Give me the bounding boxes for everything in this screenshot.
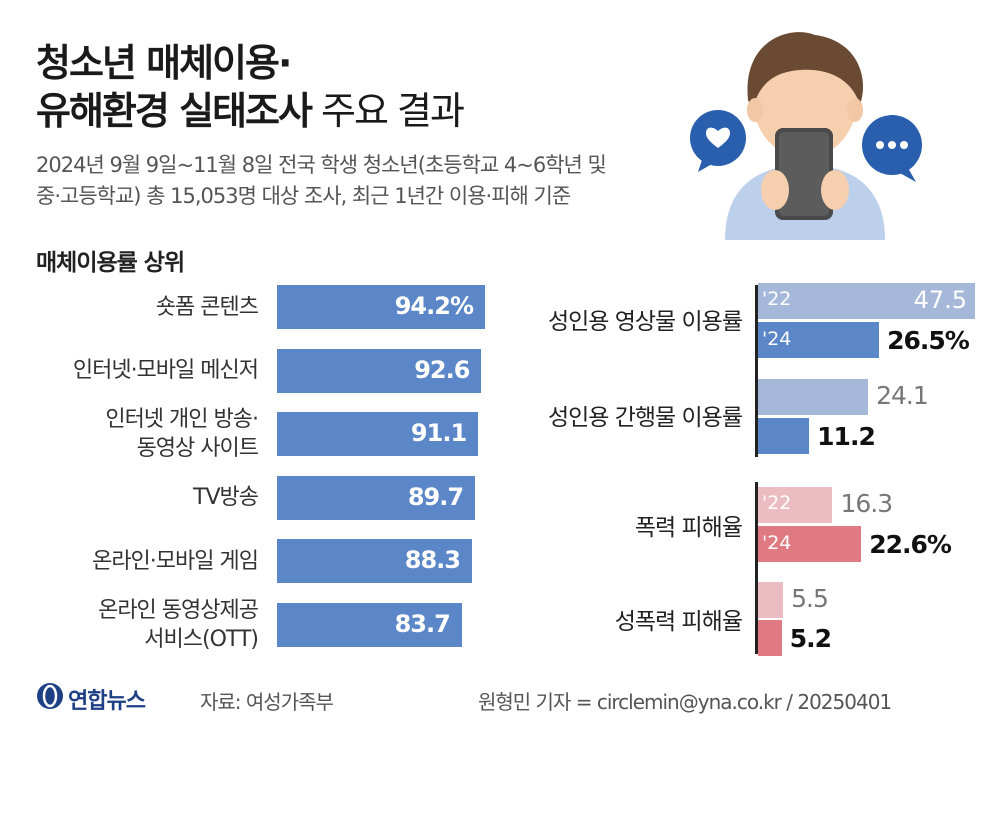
bar-value-label: 92.6	[414, 355, 470, 384]
bar-3	[277, 412, 479, 457]
category-label: 인터넷·모바일 메신저	[72, 356, 259, 385]
category-label-line: 숏폼 콘텐츠	[155, 294, 259, 320]
value-24: 5.2	[789, 624, 832, 653]
source-text: 자료: 여성가족부	[200, 690, 334, 714]
bar-24-1	[758, 418, 810, 454]
category-label-line: 인터넷·모바일 메신저	[72, 358, 259, 384]
yonhap-logo-text: 연합뉴스	[68, 689, 146, 714]
bar-value-label: 89.7	[407, 482, 464, 511]
value-22: 47.5	[913, 286, 967, 314]
title-line-1: 청소년 매체이용·	[36, 41, 292, 85]
category-label: 성인용 간행물 이용률	[547, 405, 743, 431]
bar-value-label: 91.1	[410, 419, 467, 448]
category-label-line: 인터넷 개인 방송·	[105, 407, 259, 433]
year-label-24: '24	[762, 328, 792, 350]
value-24: 26.5%	[887, 326, 970, 355]
bar-value-label: 83.7	[394, 610, 451, 638]
bar-value-label: 88.3	[404, 546, 461, 575]
bar-value-label: 94.2%	[394, 292, 474, 320]
bar-22-3	[758, 582, 784, 618]
subtitle-line-2: 중·고등학교) 총 15,053명 대상 조사, 최근 1년간 이용·피해 기준	[36, 184, 571, 208]
value-22: 16.3	[840, 489, 893, 518]
bar-5	[277, 539, 472, 584]
value-22: 24.1	[876, 381, 929, 410]
value-22: 5.5	[791, 584, 829, 613]
value-24: 22.6%	[869, 530, 952, 559]
credit-text: 원형민 기자 = circlemin@yna.co.kr / 20250401	[478, 690, 892, 714]
category-label-line: 서비스(OTT)	[144, 627, 259, 652]
bar-22-2	[758, 487, 833, 523]
subtitle-line-1: 2024년 9월 9일~11월 8일 전국 학생 청소년(초등학교 4~6학년 …	[36, 153, 607, 177]
yonhap-logo-icon	[36, 682, 64, 710]
category-label: 인터넷 개인 방송· 동영상 사이트	[105, 405, 259, 463]
axis-line-violence	[755, 482, 758, 654]
category-label-line: TV방송	[193, 485, 259, 511]
bar-22-0	[758, 283, 975, 319]
category-label: TV방송	[193, 483, 259, 512]
year-label-22: '22	[762, 288, 792, 310]
category-label: 숏폼 콘텐츠	[155, 293, 259, 322]
axis-line-adult	[755, 285, 758, 457]
category-label-line: 동영상 사이트	[136, 436, 259, 462]
category-label-line: 온라인·모바일 게임	[92, 548, 259, 574]
bar-6	[277, 603, 462, 647]
value-24: 11.2	[817, 422, 876, 451]
year-label-22: '22	[762, 492, 792, 514]
category-label-line: 온라인 동영상제공	[98, 598, 259, 623]
category-label: 성폭력 피해율	[614, 609, 743, 635]
left-section-title: 매체이용률 상위	[36, 250, 185, 276]
bar-24-3	[758, 620, 782, 656]
category-label: 폭력 피해율	[634, 515, 743, 541]
bar-4	[277, 475, 476, 520]
title-line-2: 유해환경 실태조사 주요 결과	[36, 80, 465, 135]
category-label: 온라인·모바일 게임	[92, 547, 259, 576]
bar-2	[277, 348, 482, 393]
bar-24-2	[758, 526, 862, 562]
teen-phone-illustration	[690, 32, 922, 240]
category-label: 성인용 영상물 이용률	[547, 309, 743, 335]
subtitle: 2024년 9월 9일~11월 8일 전국 학생 청소년(초등학교 4~6학년 …	[36, 150, 686, 212]
year-label-24: '24	[762, 532, 792, 554]
title-bold: 유해환경 실태조사	[36, 89, 313, 133]
bar-1	[277, 285, 485, 329]
bar-22-1	[758, 379, 869, 415]
title-light: 주요 결과	[310, 89, 465, 133]
bar-24-0	[758, 322, 880, 358]
